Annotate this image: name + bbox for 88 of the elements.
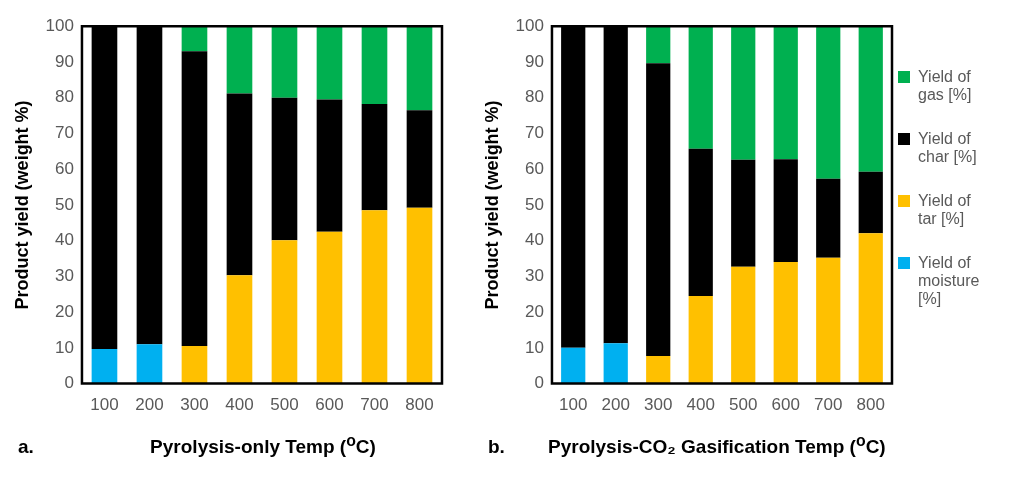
y-tick-label: 60 [525, 158, 544, 178]
y-tick-label: 70 [55, 123, 74, 143]
bar [816, 178, 841, 258]
bar [91, 348, 118, 384]
bar [773, 262, 798, 384]
y-tick-label: 90 [525, 51, 544, 71]
bar [181, 26, 208, 52]
x-tick-label: 500 [729, 395, 758, 415]
y-tick-label: 90 [55, 51, 74, 71]
legend-label: Yield of char [%] [918, 130, 978, 166]
y-tick-label: 10 [525, 337, 544, 357]
bar [406, 26, 433, 111]
bar [688, 296, 713, 384]
y-tick-label: 60 [55, 158, 74, 178]
x-tick-label: 200 [601, 395, 630, 415]
bar [361, 210, 388, 384]
bar [773, 159, 798, 263]
bar [271, 240, 298, 384]
x-axis-title: Pyrolysis-CO₂ Gasification Temp ($^{o}$C) [548, 432, 887, 459]
bar [816, 257, 841, 384]
y-axis-title: Product yield (weight %) [11, 100, 32, 310]
legend-label: Yield of moisture [%] [918, 254, 981, 308]
y-tick-label: 30 [55, 266, 74, 286]
bar [773, 26, 798, 160]
x-tick-label: 400 [686, 395, 715, 415]
bar [361, 104, 388, 211]
x-tick-label: 300 [644, 395, 673, 415]
y-tick-label: 10 [55, 337, 74, 357]
y-tick-label: 50 [525, 194, 544, 214]
bar [316, 231, 343, 384]
bar [731, 159, 756, 267]
x-tick-label: 500 [270, 395, 299, 415]
x-tick-label: 400 [225, 395, 254, 415]
legend-label: Yield of tar [%] [918, 192, 972, 228]
bar [646, 356, 671, 384]
bar [271, 97, 298, 241]
x-tick-label: 100 [90, 395, 119, 415]
y-axis-title: Product yield (weight %) [481, 100, 502, 310]
y-tick-label: 20 [55, 301, 74, 321]
y-tick-label: 0 [64, 373, 74, 393]
x-tick-label: 100 [559, 395, 588, 415]
y-tick-label: 30 [525, 266, 544, 286]
bar [688, 148, 713, 297]
bar [361, 26, 388, 105]
x-tick-label: 200 [135, 395, 164, 415]
bar [603, 343, 628, 384]
bar [816, 26, 841, 179]
bar [316, 99, 343, 232]
bar [181, 346, 208, 384]
text: b. [487, 436, 506, 459]
y-tick-label: 80 [525, 87, 544, 107]
x-tick-label: 700 [814, 395, 843, 415]
y-tick-label: 80 [55, 87, 74, 107]
bar [406, 207, 433, 384]
bar [271, 26, 298, 98]
bar [226, 93, 253, 276]
y-tick-label: 40 [55, 230, 74, 250]
bar [561, 347, 586, 384]
x-tick-label: 300 [180, 395, 209, 415]
bar [181, 51, 208, 347]
bar [731, 266, 756, 384]
y-tick-label: 70 [525, 123, 544, 143]
text: a. [17, 436, 35, 459]
y-tick-label: 50 [55, 194, 74, 214]
bar [646, 63, 671, 357]
y-tick-label: 100 [515, 15, 544, 35]
bar [226, 26, 253, 94]
y-tick-label: 0 [534, 373, 544, 393]
bar [406, 110, 433, 208]
bar [858, 233, 883, 384]
bar [226, 275, 253, 384]
x-tick-label: 700 [360, 395, 389, 415]
bar [316, 26, 343, 100]
legend-label: Yield of gas [%] [918, 68, 973, 104]
bar [858, 26, 883, 172]
x-tick-label: 600 [771, 395, 800, 415]
bar [731, 26, 756, 160]
bar [858, 171, 883, 234]
x-tick-label: 600 [315, 395, 344, 415]
x-axis-title: Pyrolysis-only Temp ($^{o}$C) [149, 432, 377, 459]
bar [646, 26, 671, 64]
y-tick-label: 40 [525, 230, 544, 250]
y-tick-label: 100 [45, 15, 74, 35]
bar [136, 344, 163, 384]
x-tick-label: 800 [856, 395, 885, 415]
bar [688, 26, 713, 149]
y-tick-label: 20 [525, 301, 544, 321]
x-tick-label: 800 [405, 395, 434, 415]
